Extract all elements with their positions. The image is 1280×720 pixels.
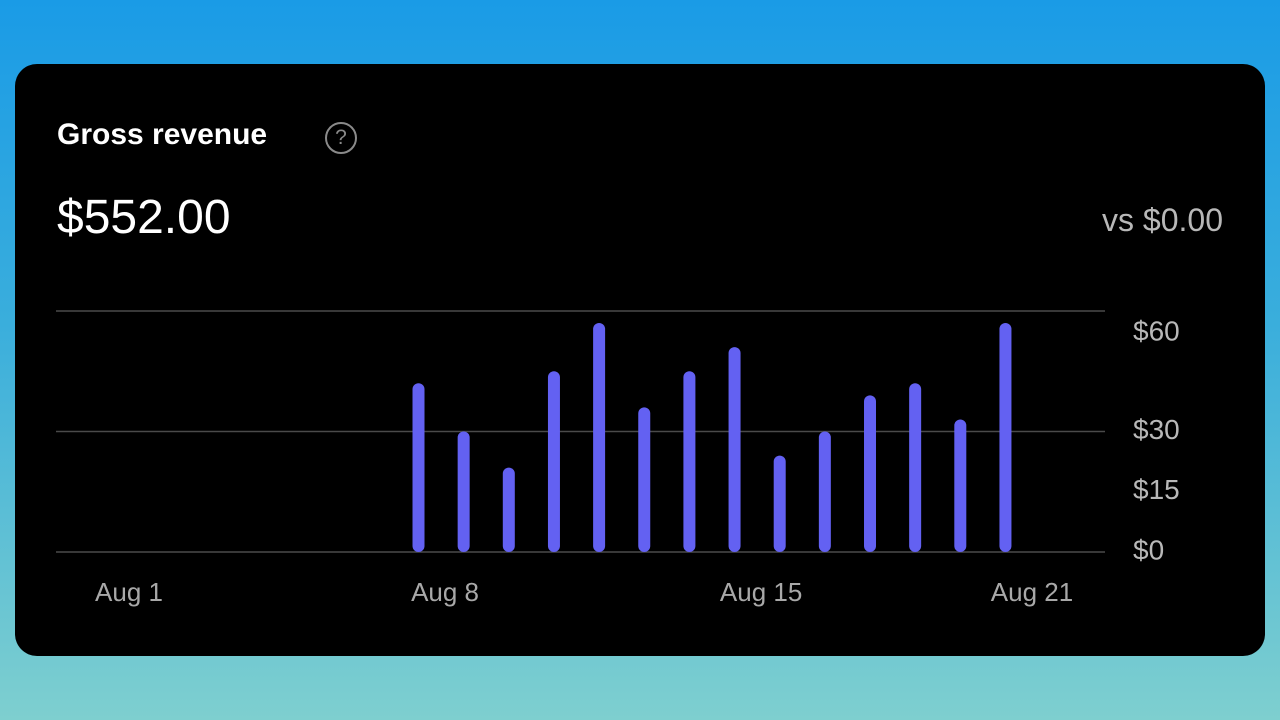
- bar: [412, 383, 425, 552]
- y-tick-label: $15: [1133, 474, 1180, 505]
- x-tick-label: Aug 1: [95, 577, 163, 607]
- bar: [909, 383, 922, 552]
- bar: [683, 371, 696, 552]
- bar: [954, 419, 967, 552]
- bar: [773, 455, 786, 552]
- total-value: $552.00: [57, 191, 231, 244]
- y-tick-label: $0: [1133, 534, 1164, 565]
- bar: [593, 323, 606, 552]
- bar: [728, 347, 741, 552]
- x-tick-label: Aug 15: [720, 577, 802, 607]
- bar: [999, 323, 1012, 552]
- comparison-value: vs $0.00: [1102, 202, 1223, 238]
- bar: [457, 431, 470, 552]
- chart: $0 $15 $30 $60 Aug 1 Aug 8 Aug 15 Aug 21: [56, 310, 1180, 607]
- y-tick-label: $60: [1133, 315, 1180, 346]
- x-tick-label: Aug 8: [411, 577, 479, 607]
- y-tick-label: $30: [1133, 414, 1180, 445]
- bar: [818, 431, 831, 552]
- bar: [864, 395, 877, 552]
- x-tick-label: Aug 21: [991, 577, 1073, 607]
- help-icon[interactable]: ?: [325, 122, 357, 154]
- bar: [638, 407, 651, 552]
- revenue-card: Gross revenue ? $552.00 vs $0.00 $0 $15 $3…: [15, 64, 1265, 656]
- card-title: Gross revenue: [57, 118, 268, 151]
- bar: [502, 467, 515, 552]
- bar: [547, 371, 560, 552]
